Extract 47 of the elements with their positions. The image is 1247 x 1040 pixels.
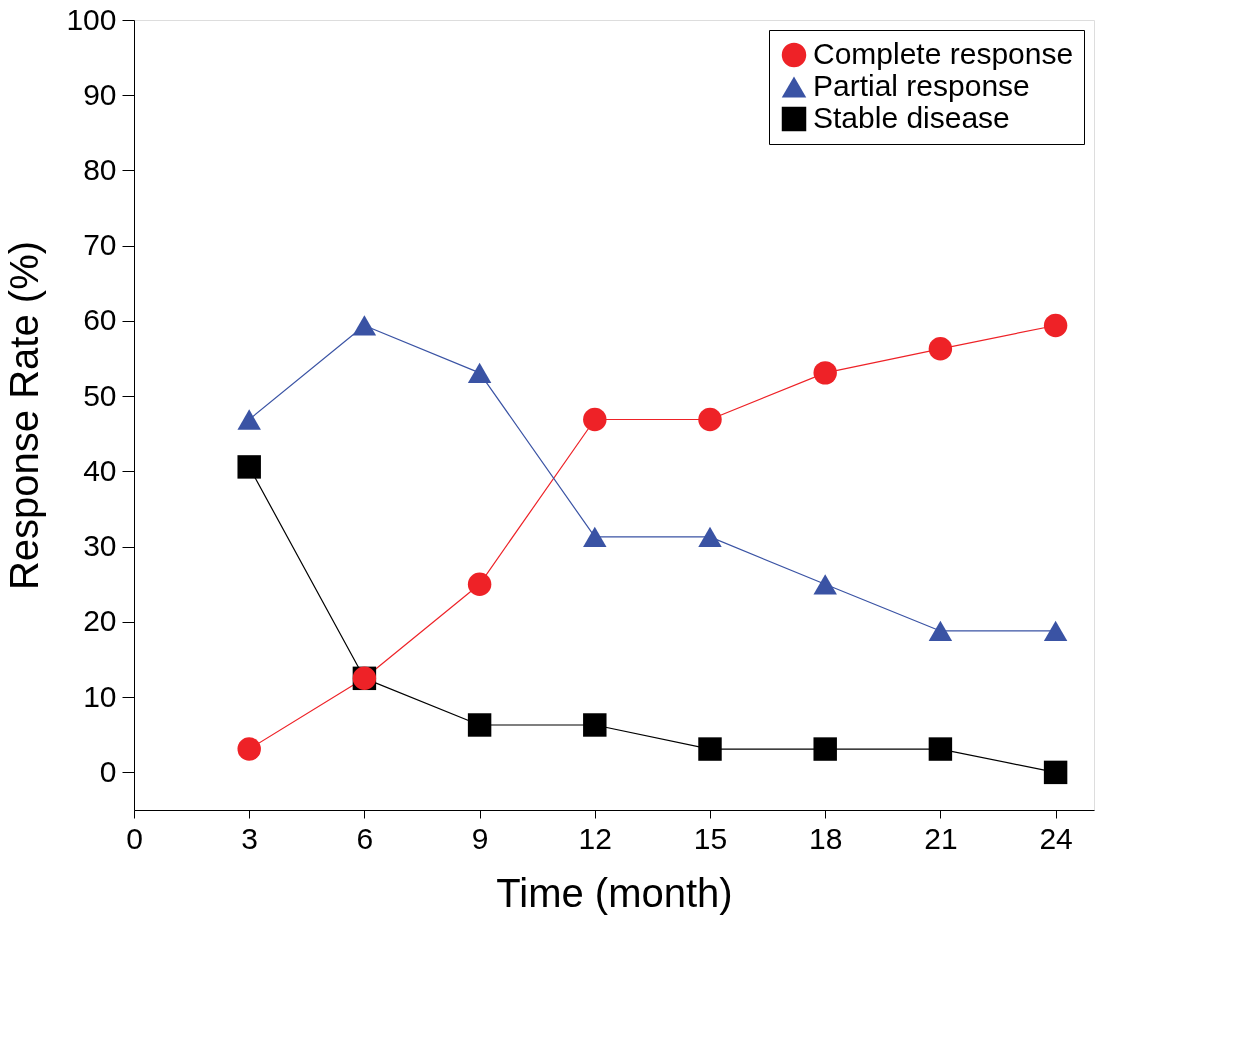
x-tick-label: 12	[578, 821, 612, 855]
point	[352, 315, 377, 336]
point	[698, 526, 722, 548]
point	[928, 620, 953, 642]
y-tick-label: 80	[83, 152, 117, 186]
x-axis-title: Time (month)	[496, 870, 733, 915]
y-tick-label: 20	[83, 604, 117, 638]
y-tick-label: 100	[66, 2, 117, 36]
x-tick-label: 24	[1039, 821, 1073, 855]
point	[467, 713, 492, 737]
x-tick-label: 3	[241, 821, 259, 855]
y-tick-label: 0	[99, 754, 117, 788]
point	[928, 337, 953, 361]
point	[928, 737, 953, 761]
y-tick-label: 30	[83, 529, 117, 563]
legend-label: Partial response	[813, 69, 1030, 102]
x-tick-label: 18	[809, 821, 843, 855]
point	[467, 572, 492, 596]
point	[237, 455, 261, 479]
x-tick-label: 15	[693, 821, 728, 855]
y-tick-label: 50	[83, 378, 117, 412]
point	[467, 362, 492, 384]
point	[813, 361, 837, 385]
y-axis-title: Response Rate (%)	[2, 240, 47, 591]
x-tick-label: 6	[356, 821, 374, 855]
point	[1043, 620, 1068, 642]
point	[237, 409, 261, 430]
point	[237, 737, 261, 761]
point	[698, 407, 722, 432]
y-tick-label: 40	[83, 453, 117, 487]
x-tick-label: 9	[471, 821, 489, 855]
legend-label: Complete response	[813, 37, 1074, 70]
y-tick-label: 90	[83, 77, 117, 111]
y-tick-label: 70	[83, 228, 117, 262]
point	[813, 737, 837, 761]
x-tick-label: 0	[126, 821, 143, 855]
legend-label: Stable disease	[813, 101, 1010, 134]
y-tick-label: 60	[83, 303, 117, 337]
point	[813, 574, 837, 595]
point	[583, 713, 607, 737]
point	[698, 737, 722, 761]
point	[583, 526, 607, 548]
point	[1043, 313, 1068, 338]
y-tick-label: 10	[83, 679, 117, 713]
x-tick-label: 21	[924, 821, 958, 855]
point	[1043, 760, 1068, 785]
point	[583, 407, 607, 432]
